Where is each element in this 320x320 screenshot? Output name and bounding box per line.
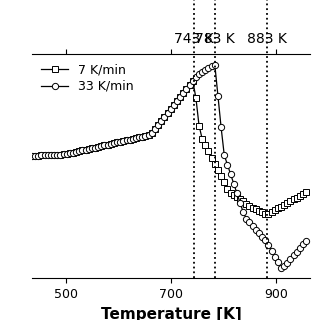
7 K/min: [109, 142, 113, 146]
7 K/min: [248, 204, 252, 208]
33 K/min: [36, 154, 40, 157]
7 K/min: [191, 79, 195, 83]
33 K/min: [191, 79, 195, 83]
X-axis label: Temperature [K]: Temperature [K]: [101, 307, 242, 320]
Text: 883 K: 883 K: [247, 32, 287, 46]
Line: 7 K/min: 7 K/min: [29, 78, 309, 217]
33 K/min: [279, 266, 283, 270]
33 K/min: [106, 143, 109, 147]
7 K/min: [194, 96, 198, 100]
Legend: 7 K/min, 33 K/min: 7 K/min, 33 K/min: [38, 61, 136, 95]
Line: 33 K/min: 33 K/min: [29, 61, 309, 271]
33 K/min: [248, 220, 252, 224]
33 K/min: [304, 239, 308, 243]
33 K/min: [166, 111, 170, 115]
7 K/min: [106, 143, 109, 147]
7 K/min: [30, 154, 34, 158]
Text: 743 K: 743 K: [174, 32, 213, 46]
7 K/min: [267, 212, 270, 216]
33 K/min: [30, 154, 34, 158]
7 K/min: [166, 111, 170, 115]
33 K/min: [109, 142, 113, 146]
33 K/min: [213, 63, 217, 67]
7 K/min: [304, 190, 308, 194]
7 K/min: [36, 154, 40, 157]
Text: 783 K: 783 K: [195, 32, 235, 46]
